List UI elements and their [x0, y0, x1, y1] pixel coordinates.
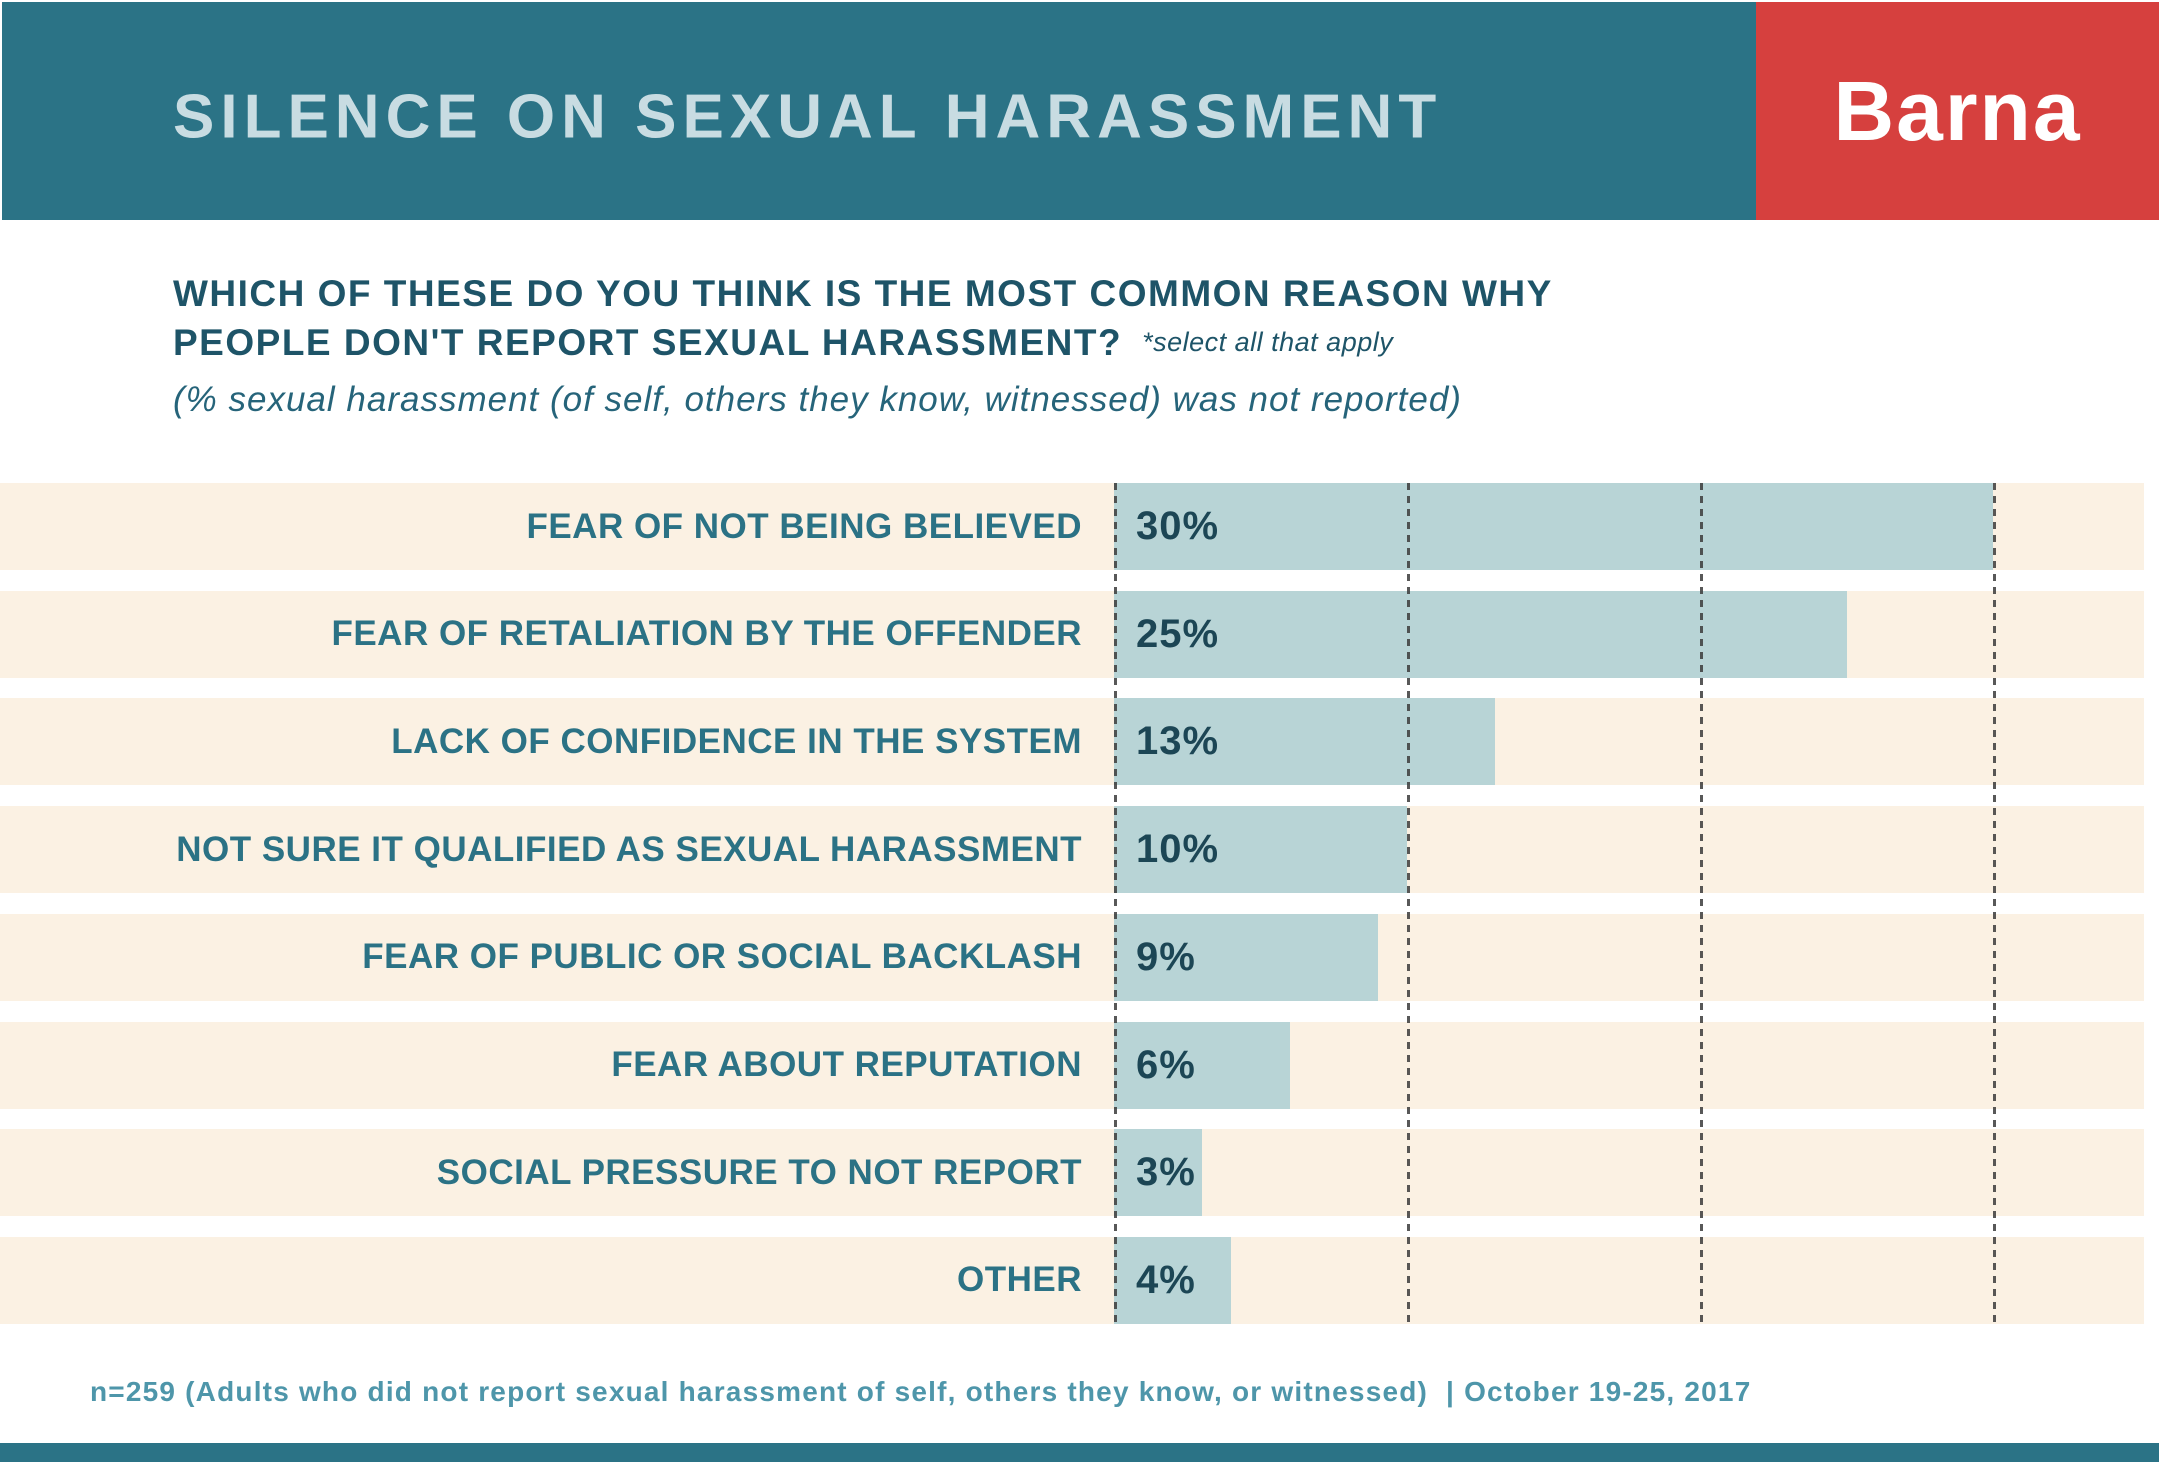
chart-row: FEAR OF NOT BEING BELIEVED 30%: [0, 483, 2159, 570]
row-band: [0, 698, 2144, 786]
page-title: SILENCE ON SEXUAL HARASSMENT: [173, 82, 1443, 152]
row-band: [0, 913, 2144, 1001]
bar: [1114, 1021, 1290, 1109]
bar: [1114, 1236, 1231, 1324]
bar-label: FEAR OF PUBLIC OR SOCIAL BACKLASH: [362, 937, 1082, 977]
bar: [1114, 483, 1993, 570]
bar: [1114, 806, 1407, 894]
bar-value: 13%: [1136, 719, 1220, 764]
footer-date: October 19-25, 2017: [1464, 1376, 1752, 1407]
chart-row: OTHER 4%: [0, 1236, 2159, 1324]
bar-label: FEAR ABOUT REPUTATION: [611, 1045, 1082, 1084]
bar-value: 4%: [1136, 1257, 1196, 1302]
barna-logo: Barna: [1756, 2, 2159, 220]
chart-row: LACK OF CONFIDENCE IN THE SYSTEM 13%: [0, 698, 2159, 786]
question-line2-text: PEOPLE DON'T REPORT SEXUAL HARASSMENT?: [173, 322, 1123, 363]
bar-label: NOT SURE IT QUALIFIED AS SEXUAL HARASSME…: [176, 829, 1082, 869]
header-bar: SILENCE ON SEXUAL HARASSMENT: [2, 2, 1756, 220]
select-all-note: *select all that apply: [1142, 327, 1394, 357]
row-band: [0, 1236, 2144, 1324]
bar: [1114, 1129, 1202, 1217]
footer-pipe: |: [1446, 1376, 1456, 1407]
bar-chart: FEAR OF NOT BEING BELIEVED 30% FEAR OF RET…: [0, 483, 2159, 1324]
bar-label: FEAR OF NOT BEING BELIEVED: [526, 506, 1082, 546]
chart-row: FEAR ABOUT REPUTATION 6%: [0, 1021, 2159, 1109]
chart-row: NOT SURE IT QUALIFIED AS SEXUAL HARASSME…: [0, 806, 2159, 894]
gridline: [1407, 483, 1410, 1324]
footer-source: n=259 (Adults who did not report sexual …: [90, 1376, 1429, 1407]
chart-row: SOCIAL PRESSURE TO NOT REPORT 3%: [0, 1129, 2159, 1217]
bar-value: 10%: [1136, 827, 1220, 872]
question-line1: WHICH OF THESE DO YOU THINK IS THE MOST …: [173, 273, 1553, 314]
chart-row: FEAR OF PUBLIC OR SOCIAL BACKLASH 9%: [0, 913, 2159, 1001]
bar: [1114, 913, 1378, 1001]
question-subtitle: (% sexual harassment (of self, others th…: [173, 380, 1462, 419]
bar-value: 25%: [1136, 611, 1220, 656]
row-band: [0, 1021, 2144, 1109]
bar-value: 3%: [1136, 1150, 1196, 1195]
bar-value: 9%: [1136, 934, 1196, 979]
question-block: WHICH OF THESE DO YOU THINK IS THE MOST …: [173, 270, 1553, 420]
row-band: [0, 1129, 2144, 1217]
bar: [1114, 590, 1847, 678]
footer-space: [1455, 1376, 1464, 1407]
bar-label: FEAR OF RETALIATION BY THE OFFENDER: [331, 614, 1082, 654]
bar-value: 6%: [1136, 1042, 1196, 1087]
bar-label: LACK OF CONFIDENCE IN THE SYSTEM: [391, 721, 1082, 761]
bottom-bar: [0, 1443, 2159, 1462]
footer-separator: [1428, 1376, 1446, 1407]
gridline: [1700, 483, 1703, 1324]
question-line2: PEOPLE DON'T REPORT SEXUAL HARASSMENT? *s…: [173, 318, 1553, 367]
bar: [1114, 698, 1495, 786]
gridline: [1993, 483, 1996, 1324]
bar-label: OTHER: [957, 1260, 1082, 1300]
row-band: [0, 806, 2144, 894]
chart-row: FEAR OF RETALIATION BY THE OFFENDER 25%: [0, 590, 2159, 678]
footer-note: n=259 (Adults who did not report sexual …: [90, 1376, 1751, 1408]
barna-logo-text: Barna: [1833, 63, 2082, 158]
bar-value: 30%: [1136, 504, 1220, 548]
gridline: [1114, 483, 1117, 1324]
bar-label: SOCIAL PRESSURE TO NOT REPORT: [436, 1152, 1082, 1192]
